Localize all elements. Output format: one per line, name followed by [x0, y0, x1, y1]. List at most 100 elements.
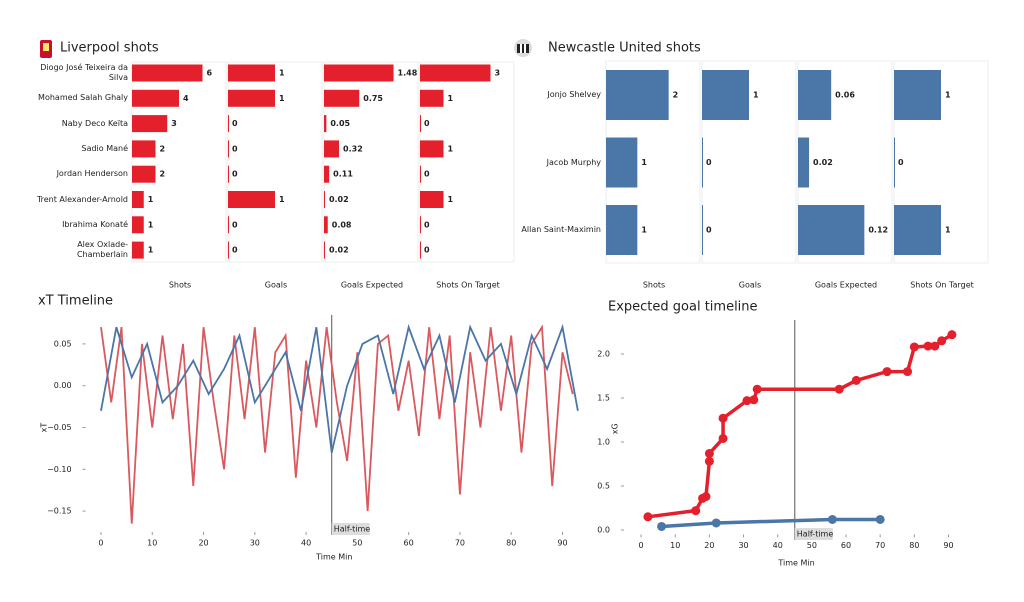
value-label: 2 [673, 91, 679, 100]
x-tick-label: 60 [841, 541, 851, 550]
value-label: 0 [706, 158, 712, 167]
chart-title: xT Timeline [38, 294, 113, 309]
value-label: 0 [232, 170, 238, 179]
value-label: 1 [279, 94, 285, 103]
x-tick-label: 80 [909, 541, 919, 550]
value-label: 1 [448, 144, 454, 153]
metric-label: Goals Expected [815, 281, 877, 290]
marker [947, 330, 957, 340]
value-label: 0 [706, 226, 712, 235]
bar [894, 205, 941, 255]
x-tick-label: 30 [738, 541, 748, 550]
x-axis-label: Time Min [315, 553, 352, 562]
value-label: 0.02 [329, 246, 349, 255]
marker [749, 395, 759, 405]
bar [324, 191, 325, 208]
value-label: 1 [753, 91, 759, 100]
bar [324, 165, 330, 183]
value-label: 3 [171, 119, 177, 128]
bar [132, 241, 144, 259]
value-label: 1 [945, 226, 951, 235]
marker [937, 336, 947, 346]
x-tick-label: 0 [639, 541, 644, 550]
y-axis-label: xT [40, 423, 49, 433]
player-name: Naby Deco Keïta [61, 118, 128, 128]
marker [718, 413, 728, 423]
x-tick-label: 50 [352, 539, 362, 548]
marker [827, 514, 837, 524]
x-tick-label: 70 [875, 541, 885, 550]
bar [228, 241, 229, 259]
bar [324, 140, 340, 158]
x-tick-label: 40 [301, 539, 311, 548]
player-name: Allan Saint-Maximin [521, 225, 601, 234]
series-line [100, 323, 579, 453]
value-label: 1.48 [398, 69, 418, 78]
value-label: 6 [207, 69, 213, 78]
value-label: 0.12 [868, 226, 888, 235]
chart-title: Liverpool shots [60, 41, 159, 56]
bar [606, 137, 638, 188]
x-tick-label: 50 [807, 541, 817, 550]
player-name: Jordan Henderson [56, 169, 128, 179]
y-tick-label: −0.05 [47, 423, 72, 432]
y-tick-label: 0.5 [597, 482, 610, 491]
value-label: 0.08 [332, 220, 352, 229]
y-axis-label: xG [611, 423, 620, 434]
marker [752, 384, 762, 394]
marker [691, 506, 701, 516]
value-label: 0 [898, 158, 904, 167]
x-tick-label: 20 [704, 541, 714, 550]
marker [903, 367, 913, 377]
y-tick-label: 1.0 [597, 438, 610, 447]
metric-label: Shots [643, 281, 665, 290]
metric-label: Goals [739, 281, 761, 290]
y-tick-label: 0.05 [54, 339, 72, 348]
x-tick-label: 70 [455, 539, 465, 548]
value-label: 1 [279, 69, 285, 78]
value-label: 0 [232, 144, 238, 153]
value-label: 0 [424, 246, 430, 255]
player-name: Trent Alexander-Arnold [36, 194, 128, 204]
bar [228, 140, 229, 158]
value-label: 1 [148, 220, 154, 229]
value-label: 2 [160, 144, 166, 153]
value-label: 1 [448, 195, 454, 204]
annotation-box [331, 523, 370, 535]
player-name: Jonjo Shelvey [547, 90, 601, 99]
bar [702, 137, 703, 188]
value-label: 1 [148, 195, 154, 204]
bar [324, 216, 328, 234]
value-label: 1 [148, 246, 154, 255]
x-tick-label: 20 [198, 539, 208, 548]
value-label: 1 [279, 195, 285, 204]
metric-label: Shots [169, 281, 191, 290]
series-line [661, 517, 881, 529]
marker [701, 492, 711, 502]
bar [420, 216, 421, 234]
bar [420, 89, 444, 107]
player-name: Sadio Mané [81, 143, 128, 153]
marker [657, 521, 667, 531]
bar [324, 115, 327, 133]
metric-label: Goals [265, 281, 287, 290]
y-tick-label: −0.10 [47, 465, 72, 474]
value-label: 0 [232, 246, 238, 255]
x-tick-label: 80 [506, 539, 516, 548]
value-label: 3 [495, 69, 501, 78]
metric-label: Shots On Target [910, 281, 974, 290]
value-label: 0.02 [329, 195, 349, 204]
bar [228, 191, 275, 208]
value-label: 0.32 [343, 144, 363, 153]
bar [132, 140, 156, 158]
value-label: 0 [232, 119, 238, 128]
value-label: 1 [945, 91, 951, 100]
bar [420, 191, 444, 208]
bar [132, 216, 144, 234]
annotation: Half-time [334, 525, 371, 534]
marker [923, 341, 933, 351]
value-label: 0.11 [333, 170, 353, 179]
y-tick-label: 0.0 [597, 526, 610, 535]
